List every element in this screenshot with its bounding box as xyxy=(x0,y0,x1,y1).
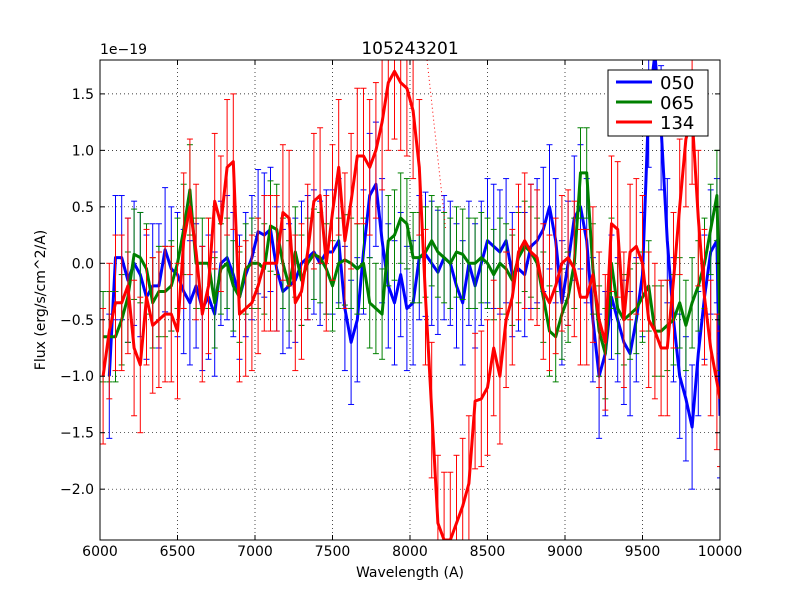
x-tick-label: 10000 xyxy=(698,544,743,560)
x-tick-label: 8500 xyxy=(470,544,506,560)
x-tick-label: 8000 xyxy=(392,544,428,560)
y-tick-label: −1.5 xyxy=(60,426,94,442)
x-tick-label: 9500 xyxy=(625,544,661,560)
series-line-050 xyxy=(107,60,720,429)
series-line-134 xyxy=(101,69,720,540)
x-tick-label: 7000 xyxy=(237,544,273,560)
y-tick-label: −1.0 xyxy=(60,369,94,385)
legend-label-050: 050 xyxy=(660,73,694,94)
y-tick-label: −0.5 xyxy=(60,313,94,329)
axis-ticks: 6000 6500 7000 7500 8000 8500 9000 9500 10000 −2.… xyxy=(60,60,742,560)
x-axis-label: Wavelength (A) xyxy=(356,565,464,581)
y-axis-label: Flux (erg/s/cm^2/A) xyxy=(33,230,49,370)
y-tick-label: 1.5 xyxy=(72,87,94,103)
dotted-guide-line xyxy=(426,60,447,230)
x-tick-label: 6000 xyxy=(82,544,118,560)
clipped-series xyxy=(100,60,720,540)
chart-title: 105243201 xyxy=(361,39,458,59)
y-tick-label: 1.0 xyxy=(72,143,94,159)
legend-label-134: 134 xyxy=(660,113,694,134)
x-tick-label: 9000 xyxy=(547,544,583,560)
series-layer xyxy=(100,60,720,540)
series-line-065 xyxy=(103,171,720,356)
y-tick-label: 0.5 xyxy=(72,200,94,216)
series-134 xyxy=(100,60,720,540)
x-tick-label: 6500 xyxy=(160,544,196,560)
y-offset-label: 1e−19 xyxy=(100,42,147,58)
y-tick-label: −2.0 xyxy=(60,482,94,498)
legend-label-065: 065 xyxy=(660,93,694,114)
x-tick-label: 7500 xyxy=(315,544,351,560)
y-tick-label: 0.0 xyxy=(72,256,94,272)
